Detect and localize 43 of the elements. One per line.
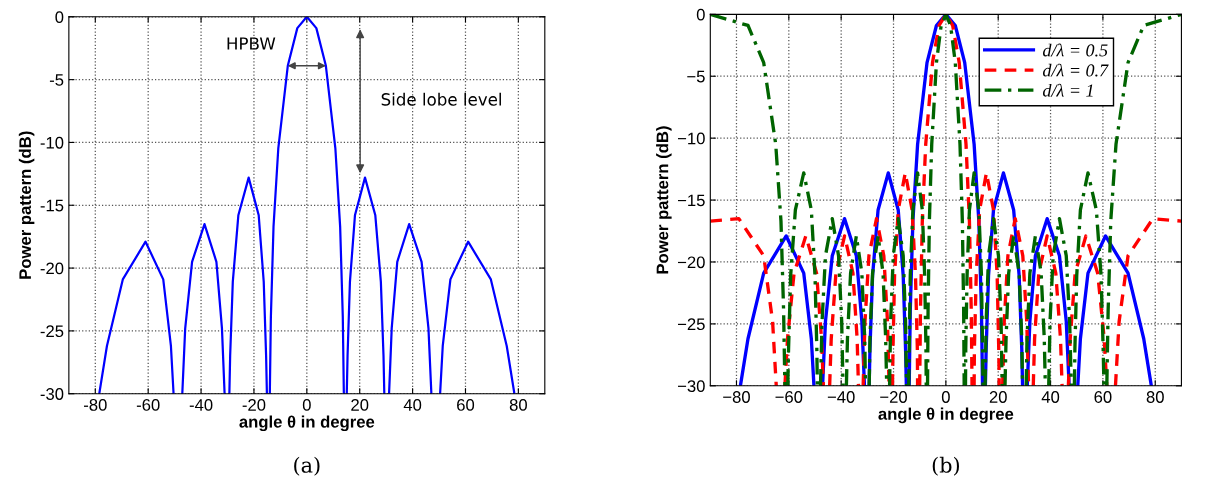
x-tick-label: 60 <box>1094 391 1112 403</box>
x-tick-label: 60 <box>457 399 475 411</box>
x-tick-label: 20 <box>989 391 1007 403</box>
x-tick-label: -40 <box>189 399 213 411</box>
y-tick-label: −25 <box>677 318 705 331</box>
y-axis-title: Power pattern (dB) <box>656 126 672 274</box>
x-axis-title: angle θ in degree <box>878 407 1014 424</box>
text: (b) <box>932 456 960 476</box>
y-tick-label: −30 <box>677 380 705 393</box>
x-tick-label: −40 <box>827 391 855 403</box>
legend-label: d/λ = 0.7 <box>1042 63 1109 77</box>
y-tick-label: -20 <box>40 262 64 275</box>
y-tick-label: −20 <box>677 256 705 269</box>
y-tick-label: −10 <box>677 132 705 145</box>
x-tick-label: 40 <box>1041 391 1060 403</box>
y-tick-label: 0 <box>696 8 705 21</box>
y-tick-label: -25 <box>40 325 64 338</box>
y-tick-label: -15 <box>40 199 64 212</box>
legend-label: d/λ = 1 <box>1042 83 1093 97</box>
text: (a) <box>294 456 320 476</box>
x-tick-label: 80 <box>509 399 527 411</box>
x-tick-label: 0 <box>941 391 950 403</box>
x-tick-label: -80 <box>83 399 107 411</box>
x-tick-label: −20 <box>880 391 907 403</box>
y-tick-label: −5 <box>687 70 705 83</box>
y-tick-label: -10 <box>40 136 64 149</box>
legend-label: d/λ = 0.5 <box>1042 43 1108 57</box>
x-tick-label: -20 <box>242 399 266 411</box>
annotation: HPBW <box>227 37 276 50</box>
y-tick-label: 0 <box>55 11 64 23</box>
y-tick-label: -30 <box>40 388 64 400</box>
x-tick-label: −80 <box>723 391 750 403</box>
y-tick-label: -5 <box>49 74 64 86</box>
y-axis-title: Power pattern (dB) <box>18 131 35 279</box>
x-axis-title: angle θ in degree <box>239 415 375 432</box>
x-tick-label: 20 <box>351 399 369 411</box>
x-tick-label: 40 <box>403 399 422 411</box>
x-tick-label: 0 <box>302 399 311 411</box>
x-tick-label: -60 <box>136 399 160 411</box>
x-tick-label: 80 <box>1146 391 1164 403</box>
annotation: Side lobe level <box>381 92 501 106</box>
y-tick-label: −15 <box>677 194 705 207</box>
x-tick-label: −60 <box>775 391 803 403</box>
